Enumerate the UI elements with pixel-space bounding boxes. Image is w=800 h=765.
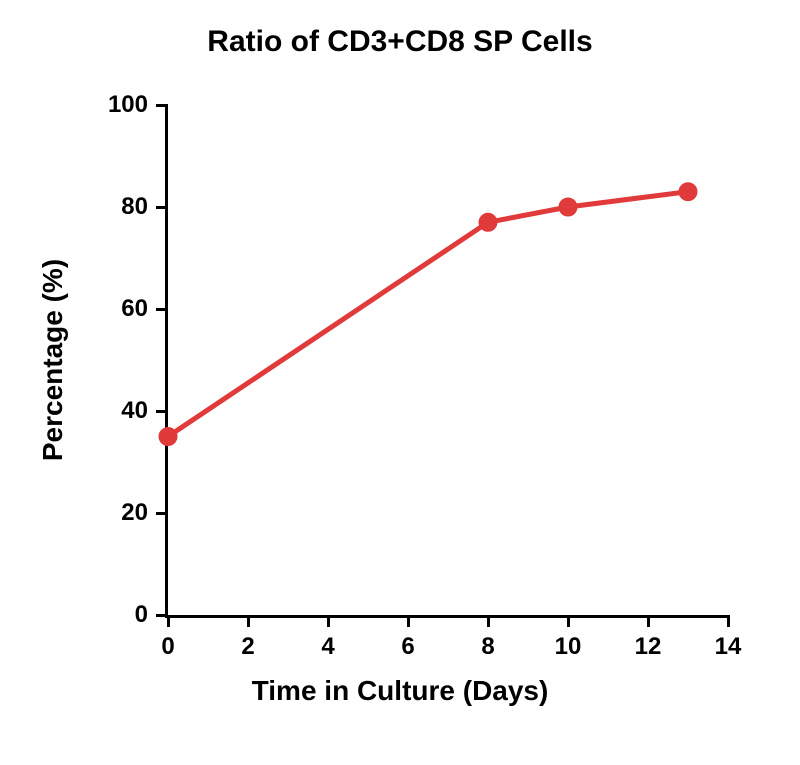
x-axis-label: Time in Culture (Days) xyxy=(0,675,800,707)
y-tick xyxy=(156,104,168,107)
data-point xyxy=(159,428,177,446)
y-tick xyxy=(156,410,168,413)
y-tick-label: 100 xyxy=(108,91,148,119)
series-line xyxy=(168,192,688,437)
data-point xyxy=(679,183,697,201)
x-tick-label: 10 xyxy=(555,633,582,661)
y-tick xyxy=(156,308,168,311)
data-point xyxy=(559,198,577,216)
y-tick-label: 80 xyxy=(121,193,148,221)
x-tick xyxy=(647,615,650,627)
x-tick xyxy=(247,615,250,627)
y-tick xyxy=(156,512,168,515)
y-tick-label: 60 xyxy=(121,295,148,323)
y-tick xyxy=(156,206,168,209)
x-axis xyxy=(168,615,728,618)
x-tick-label: 2 xyxy=(241,633,254,661)
chart-title: Ratio of CD3+CD8 SP Cells xyxy=(0,25,800,59)
y-tick-label: 20 xyxy=(121,499,148,527)
x-tick xyxy=(327,615,330,627)
y-tick xyxy=(156,614,168,617)
chart-container: Ratio of CD3+CD8 SP Cells 02468101214020… xyxy=(0,0,800,765)
y-axis-label: Percentage (%) xyxy=(37,259,69,461)
x-tick-label: 6 xyxy=(401,633,414,661)
x-tick-label: 8 xyxy=(481,633,494,661)
y-tick-label: 0 xyxy=(135,601,148,629)
x-tick xyxy=(567,615,570,627)
x-tick xyxy=(407,615,410,627)
y-tick-label: 40 xyxy=(121,397,148,425)
x-tick-label: 4 xyxy=(321,633,334,661)
x-tick xyxy=(727,615,730,627)
x-tick xyxy=(487,615,490,627)
x-tick-label: 0 xyxy=(161,633,174,661)
x-tick-label: 14 xyxy=(715,633,742,661)
line-series xyxy=(168,105,728,615)
plot-area: 02468101214020406080100 xyxy=(168,105,728,615)
x-tick xyxy=(167,615,170,627)
data-point xyxy=(479,213,497,231)
x-tick-label: 12 xyxy=(635,633,662,661)
